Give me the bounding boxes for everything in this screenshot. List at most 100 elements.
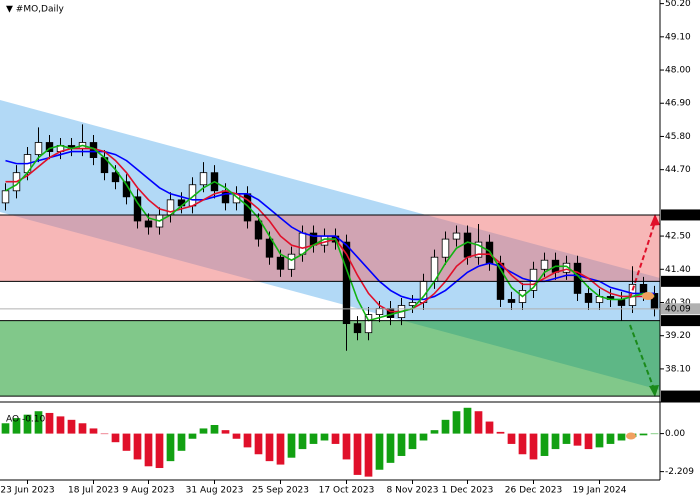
candle-body [364,314,373,334]
chart-title: ▼ #MO,Daily [6,5,64,15]
candle-body [562,262,571,273]
y-tick-label: 0.00 [665,429,685,439]
ao-bar [210,424,219,434]
candle-body [474,241,483,258]
ao-bar [551,433,560,450]
level-label: 43.20 [665,210,691,220]
ao-bar [133,433,142,460]
candle-body [111,172,120,183]
ao-bar [540,433,549,456]
level-label: 39.70 [665,316,691,326]
level-label-box [661,315,700,327]
ao-bar [474,411,483,434]
y-tick-label: 39.20 [665,331,691,341]
y-tick-label: 40.30 [665,298,691,308]
x-tick-label: 19 Jan 2024 [573,486,627,496]
level-label-box [661,275,700,287]
ao-bar [485,421,494,434]
ao-bar [639,433,648,436]
ao-bar [463,407,472,434]
candle-body [34,142,43,155]
ao-bar [144,433,153,467]
y-tick-label: 48.00 [665,66,691,76]
level-label: 37.20 [665,392,691,402]
ao-bar [23,414,32,434]
ao-marker [626,432,636,440]
support-zone [0,320,660,397]
ao-bar [287,433,296,458]
down-arrow [629,324,655,390]
forecast-marker [642,292,654,300]
candle-body [342,241,351,325]
moving-average [5,150,655,301]
ao-bar [518,433,527,455]
ao-bar [89,428,98,434]
ao-bar [562,433,571,444]
ao-bar [100,433,109,435]
x-tick-label: 1 Dec 2023 [442,486,494,496]
moving-average [5,147,655,313]
ao-bar [375,433,384,470]
ao-bar [221,430,230,434]
ao-bar [606,433,615,444]
y-tick-label: 38.10 [665,364,691,374]
candle-body [1,190,10,204]
candle-body [287,253,296,270]
ao-bar [166,433,175,462]
x-tick-label: 8 Nov 2023 [387,486,439,496]
ao-bar [430,430,439,434]
ao-bar [342,433,351,460]
up-arrow-head [650,214,660,226]
ao-bar [529,433,538,460]
candle-body [375,308,384,315]
ao-bar [452,411,461,434]
candle-body [540,259,549,270]
x-tick-label: 31 Aug 2023 [186,486,244,496]
candle-body [133,196,142,222]
ao-bar [595,433,604,448]
candle-body [276,256,285,270]
ao-bar [584,433,593,450]
level-label-box [661,303,700,315]
ao-bar [408,433,417,450]
level-label: 41.00 [665,277,691,287]
y-tick-label: 42.50 [665,232,691,242]
ao-bar [12,418,21,434]
ao-bar [111,433,120,443]
y-tick-label: 45.80 [665,132,691,142]
ao-bar [309,433,318,444]
x-tick-label: 17 Oct 2023 [319,486,375,496]
ao-bar [276,433,285,465]
ao-bar [45,412,54,434]
ao-bar [155,433,164,469]
marks [1,124,659,477]
candle-body [199,172,208,186]
ao-bar [188,433,197,439]
y-tick-label: 46.90 [665,99,691,109]
ao-bar [353,433,362,475]
ao-bar [177,433,186,451]
background-shapes [0,100,660,397]
ao-bar [34,411,43,434]
ao-bar [1,423,10,434]
candle-body [507,299,516,303]
ao-bar [199,428,208,434]
resistance-zone [0,214,660,282]
ao-bar [67,419,76,434]
ao-bar [397,433,406,456]
ao-bar [496,431,505,434]
candle-body [639,283,648,294]
ao-bar [78,423,87,434]
y-tick-label: 49.10 [665,32,691,42]
x-tick-label: 9 Aug 2023 [123,486,175,496]
x-tick-label: 18 Jul 2023 [68,486,119,496]
ao-bar [331,433,340,444]
y-tick-label: 44.70 [665,165,691,175]
y-tick-label: 41.40 [665,265,691,275]
level-label-box [661,209,700,221]
level-label: 40.09 [665,304,691,314]
candle-body [441,238,450,258]
ao-bar [419,433,428,441]
candle-body [298,232,307,255]
